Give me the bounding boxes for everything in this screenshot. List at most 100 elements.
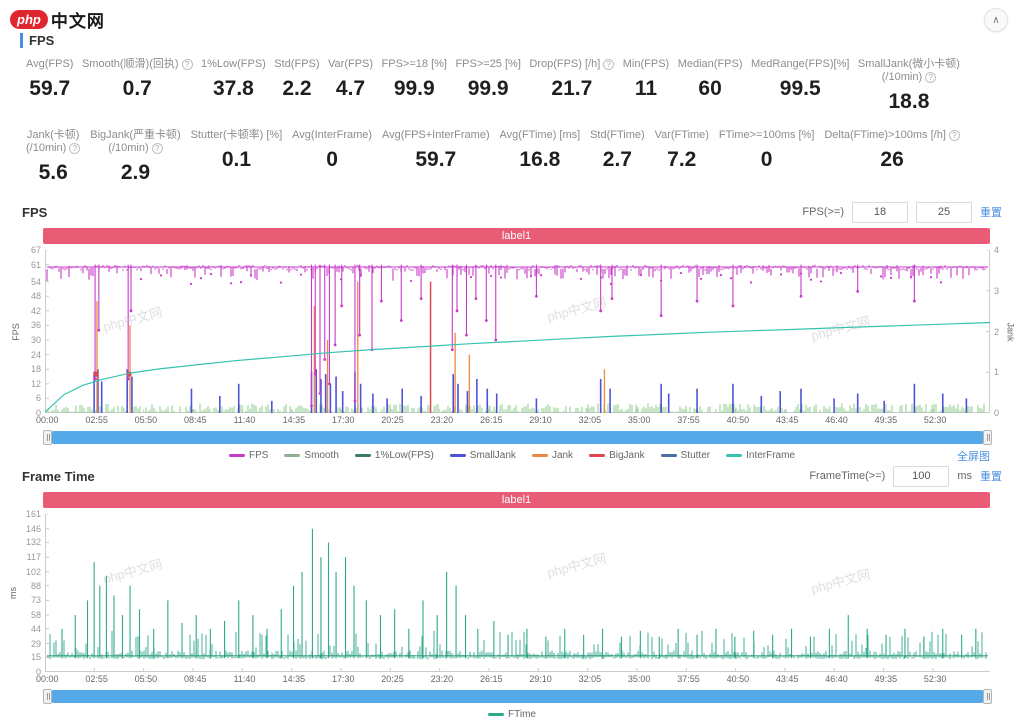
fps-chart-scrollbar[interactable]	[43, 430, 992, 445]
fps-legend: FPS Smooth 1%Low(FPS) SmallJank Jank BigJank S…	[0, 447, 1024, 464]
fps-threshold-input-1[interactable]	[852, 201, 908, 223]
y-tick-label: 44	[30, 623, 41, 634]
stat-item: Smooth(顺滑)(回执)? 0.7	[82, 58, 193, 114]
legend-label: SmallJank	[469, 450, 516, 461]
legend-item-bigjank[interactable]: BigJank	[589, 450, 645, 461]
frametime-threshold-input[interactable]	[893, 465, 950, 487]
stat-label: Delta(FTime)>100ms [/h]?	[824, 129, 960, 142]
frametime-reset-link[interactable]: 重置	[980, 471, 1002, 483]
x-tick-label: 52:30	[923, 415, 947, 425]
x-tick-label: 11:40	[233, 674, 256, 684]
stat-value: 0	[760, 148, 773, 171]
legend-label: 1%Low(FPS)	[374, 450, 434, 461]
y-tick-label: 1	[994, 367, 1000, 378]
help-icon[interactable]: ?	[925, 72, 937, 83]
legend-item-smalljank[interactable]: SmallJank	[449, 450, 516, 461]
legend-color-dash	[726, 454, 743, 457]
stat-label: FTime>=100ms [%]	[718, 129, 815, 141]
legend-item-interframe[interactable]: InterFrame	[726, 450, 795, 461]
stat-value: 2.7	[602, 148, 632, 171]
y-tick-label: 58	[30, 610, 41, 621]
stats-row-2: Jank(卡顿) (/10min)? 5.6 BigJank(严重卡顿) (/10min…	[26, 129, 960, 185]
frametime-chart-label-banner: label1	[43, 492, 990, 508]
legend-label: Smooth	[304, 450, 339, 461]
fps-reset-link[interactable]: 重置	[980, 207, 1002, 219]
legend-item-stutter[interactable]: Stutter	[660, 450, 711, 461]
y-tick-label: 146	[25, 523, 41, 534]
stat-item: Delta(FTime)>100ms [/h]? 26	[824, 129, 960, 185]
collapse-button[interactable]: ∧	[984, 8, 1008, 32]
x-tick-label: 43:45	[775, 415, 799, 425]
x-tick-label: 08:45	[183, 415, 207, 425]
stat-value: 99.5	[779, 77, 821, 100]
frametime-unit-label: ms	[957, 470, 972, 482]
fps-fullscreen-link[interactable]: 全屏图	[957, 451, 990, 463]
scrollbar-right-handle[interactable]	[983, 430, 992, 445]
legend-item-ftime[interactable]: FTime	[488, 709, 536, 720]
x-tick-label: 40:50	[726, 415, 750, 425]
help-icon[interactable]: ?	[603, 59, 615, 70]
scrollbar-right-handle[interactable]	[983, 689, 992, 704]
stat-item: 1%Low(FPS) 37.8	[201, 58, 266, 114]
scrollbar-fill[interactable]	[51, 690, 984, 703]
stat-label: Std(FPS)	[274, 58, 320, 70]
y-tick-label: 12	[30, 378, 41, 389]
frametime-chart-scrollbar[interactable]	[43, 689, 992, 704]
stat-item: Avg(FPS) 59.7	[26, 58, 73, 114]
stat-value: 37.8	[212, 77, 254, 100]
fps-x-axis-labels: 00:00 02:55 05:50 08:45 11:40 14:35 17:30 20:25…	[36, 415, 990, 428]
stat-value: 99.9	[467, 77, 509, 100]
stat-label: 1%Low(FPS)	[201, 58, 266, 70]
help-icon[interactable]: ?	[151, 143, 163, 154]
y-tick-label: 4	[994, 245, 1000, 255]
legend-item-jank[interactable]: Jank	[531, 450, 573, 461]
legend-label: InterFrame	[746, 450, 796, 461]
scrollbar-left-handle[interactable]	[43, 689, 52, 704]
fps-section: FPS FPS(>=) 重置 label1 FPS Jank php中文网 ph…	[0, 200, 1024, 464]
stat-value: 2.9	[120, 161, 151, 184]
x-tick-label: 20:25	[381, 415, 404, 425]
stat-item: Min(FPS) 11	[623, 58, 669, 114]
stat-value: 0.7	[122, 77, 152, 100]
x-tick-label: 49:35	[874, 674, 898, 684]
stats-panel: Avg(FPS) 59.7 Smooth(顺滑)(回执)? 0.7 1%Low(FPS)…	[0, 48, 1024, 185]
x-tick-label: 26:15	[479, 674, 503, 684]
y-tick-label: 88	[30, 580, 41, 591]
x-tick-label: 11:40	[233, 415, 256, 425]
help-icon[interactable]: ?	[69, 143, 81, 154]
stat-item: Std(FTime) 2.7	[590, 129, 645, 185]
legend-label: Stutter	[680, 450, 711, 461]
y-tick-label: 30	[30, 335, 41, 345]
legend-item-1-low-fps-[interactable]: 1%Low(FPS)	[354, 450, 434, 461]
x-tick-label: 14:35	[282, 674, 306, 684]
frametime-section-title: Frame Time	[22, 468, 95, 484]
fps-chart[interactable]: FPS Jank php中文网 php中文网 php中文网 67 61 54 48 42…	[11, 245, 1016, 418]
site-logo[interactable]: php 中文网	[10, 7, 1010, 32]
y-tick-label: 36	[30, 320, 41, 331]
scrollbar-fill[interactable]	[51, 431, 984, 444]
help-icon[interactable]: ?	[181, 59, 193, 70]
frametime-chart[interactable]: ms php中文网 php中文网 php中文网 161 146 132 117 102 8…	[8, 509, 990, 677]
legend-item-smooth[interactable]: Smooth	[284, 450, 339, 461]
stat-value: 2.2	[282, 77, 312, 100]
legend-item-fps[interactable]: FPS	[228, 450, 268, 461]
x-tick-label: 40:50	[726, 674, 750, 684]
stat-label: Drop(FPS) [/h]?	[529, 58, 615, 71]
fps-threshold-input-2[interactable]	[916, 201, 972, 223]
legend-label: FTime	[508, 709, 536, 720]
x-tick-label: 32:05	[578, 674, 602, 684]
x-tick-label: 20:25	[381, 674, 404, 684]
stat-label: Var(FPS)	[328, 58, 374, 70]
frametime-threshold-label: FrameTime(>=)	[809, 470, 886, 482]
scrollbar-left-handle[interactable]	[43, 430, 52, 445]
x-tick-label: 32:05	[578, 415, 602, 425]
stat-value: 60	[698, 77, 722, 100]
frametime-legend: FTime	[0, 706, 1024, 723]
stat-item: Std(FPS) 2.2	[274, 58, 319, 114]
stat-label: FPS>=25 [%]	[455, 58, 521, 70]
fps-chart-canvas	[45, 250, 990, 413]
help-icon[interactable]: ?	[948, 130, 960, 141]
stat-label: SmallJank(微小卡顿) (/10min)?	[857, 58, 960, 83]
stat-label: Avg(InterFrame)	[292, 129, 373, 141]
stat-value: 21.7	[551, 77, 593, 100]
